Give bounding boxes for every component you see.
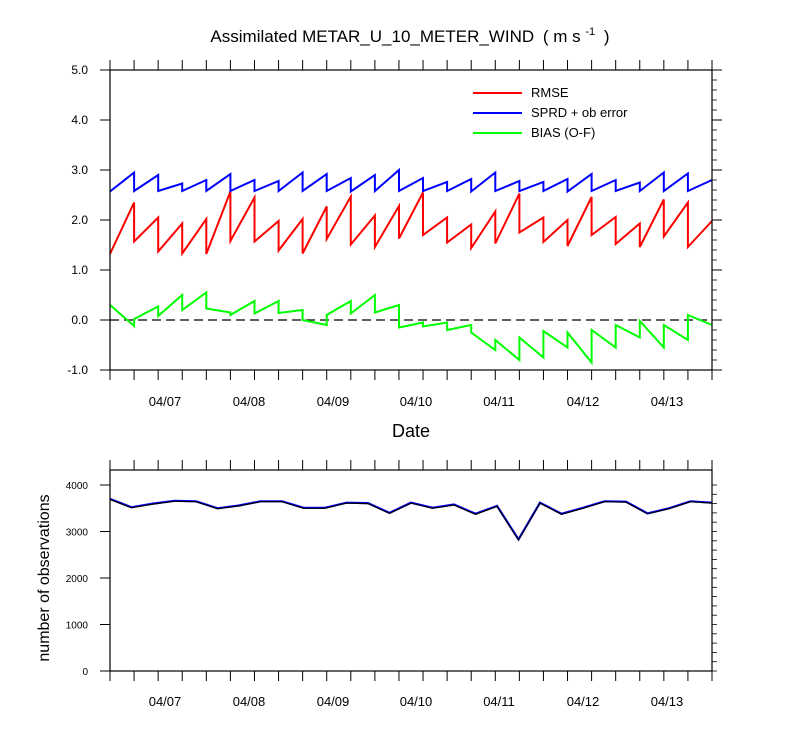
bottom-x-tick-label: 04/08 xyxy=(233,694,266,709)
bottom-y-tick-label: 2000 xyxy=(66,574,89,585)
bias-series-line xyxy=(109,290,713,366)
x-tick-label: 04/13 xyxy=(651,394,684,409)
y-tick-label: 5.0 xyxy=(71,63,88,77)
x-tick-label: 04/08 xyxy=(233,394,266,409)
y-tick-label: -1.0 xyxy=(67,363,88,377)
top-series-group xyxy=(109,167,713,366)
bottom-series-group xyxy=(109,497,713,542)
observations-used-line xyxy=(109,498,713,542)
chart-title-main: Assimilated METAR_U_10_METER_WIND xyxy=(210,27,534,46)
rmse-series-line xyxy=(109,191,713,257)
bottom-y-tick-label: 0 xyxy=(82,667,88,678)
top-plot-frame xyxy=(109,69,713,371)
x-axis-label: Date xyxy=(392,421,430,441)
x-tick-label: 04/09 xyxy=(317,394,350,409)
legend: RMSE SPRD + ob error BIAS (O-F) xyxy=(473,85,628,140)
x-tick-label: 04/12 xyxy=(567,394,600,409)
y-tick-label: 3.0 xyxy=(71,163,88,177)
legend-sprd-label: SPRD + ob error xyxy=(531,105,628,120)
bottom-x-tick-label: 04/11 xyxy=(483,694,515,709)
bottom-x-tick-label: 04/07 xyxy=(149,694,182,709)
bottom-x-tick-label: 04/13 xyxy=(651,694,684,709)
bottom-x-tick-label: 04/12 xyxy=(567,694,600,709)
x-tick-label: 04/10 xyxy=(400,394,433,409)
observations-possible-line xyxy=(109,497,713,542)
chart-title: Assimilated METAR_U_10_METER_WIND ( m s … xyxy=(210,20,609,46)
bottom-y-tick-label: 3000 xyxy=(66,528,89,539)
y-tick-label: 1.0 xyxy=(71,263,88,277)
bottom-chart: number of observations 0 1000 2000 3000 4000… xyxy=(36,460,717,709)
y-tick-label: 4.0 xyxy=(71,113,88,127)
y-tick-label: 2.0 xyxy=(71,213,88,227)
bottom-axis-ticks: 0 1000 2000 3000 4000 04/07 04/08 04/09 04/10 04/… xyxy=(66,460,717,709)
y-tick-label: 0.0 xyxy=(71,313,88,327)
bottom-y-axis-label: number of observations xyxy=(36,494,53,661)
bottom-plot-frame xyxy=(109,469,713,672)
x-tick-label: 04/11 xyxy=(483,394,515,409)
top-axis-ticks: -1.0 0.0 1.0 2.0 3.0 4.0 5.0 04/07 04/08 04/09 04/… xyxy=(67,60,722,409)
legend-bias-label: BIAS (O-F) xyxy=(531,125,595,140)
chart-title-units: ( m s xyxy=(543,27,581,46)
legend-rmse-label: RMSE xyxy=(531,85,569,100)
bottom-y-tick-label: 4000 xyxy=(66,481,89,492)
x-tick-label: 04/07 xyxy=(149,394,182,409)
chart-title-units-exp: -1 xyxy=(585,26,595,38)
chart-title-units-close: ) xyxy=(604,27,610,46)
top-chart: Assimilated METAR_U_10_METER_WIND ( m s … xyxy=(67,20,722,441)
bottom-x-tick-label: 04/10 xyxy=(400,694,433,709)
sprd-series-line xyxy=(109,167,713,194)
bottom-y-tick-label: 1000 xyxy=(66,621,89,632)
bottom-x-tick-label: 04/09 xyxy=(317,694,350,709)
